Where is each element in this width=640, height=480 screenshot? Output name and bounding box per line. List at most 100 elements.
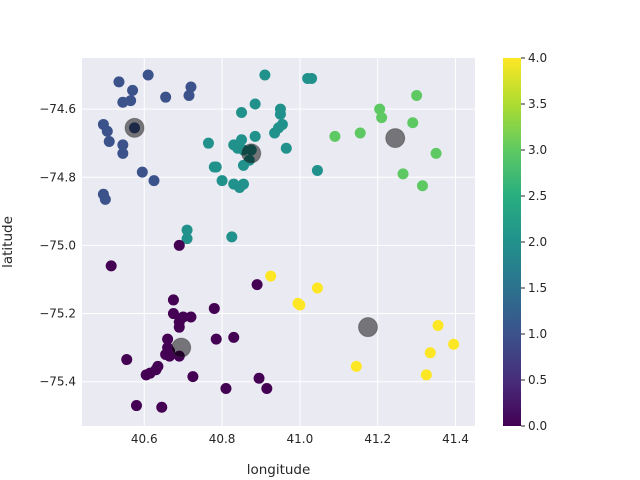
data-point — [202, 137, 214, 149]
y-tick-label: −75.0 — [39, 238, 76, 252]
x-tick-label: 41.2 — [364, 432, 391, 446]
data-point — [105, 260, 117, 272]
x-tick-label: 41.4 — [442, 432, 469, 446]
data-point — [167, 294, 179, 306]
colorbar-tick-label: 0.5 — [528, 373, 547, 387]
x-tick-label: 40.6 — [131, 432, 158, 446]
data-point — [416, 180, 428, 192]
data-point — [234, 181, 246, 193]
data-point — [306, 72, 318, 84]
data-point — [265, 270, 277, 282]
data-point — [101, 125, 113, 137]
data-point — [99, 193, 111, 205]
data-point — [259, 69, 271, 81]
data-point — [103, 135, 115, 147]
data-point — [253, 372, 265, 384]
y-axis-ticks: −74.6 −74.8 −75.0 −75.2 −75.4 — [39, 102, 76, 389]
cluster-center — [357, 317, 378, 338]
data-point — [127, 84, 139, 96]
data-point — [130, 400, 142, 412]
data-point — [311, 164, 323, 176]
data-point — [210, 333, 222, 345]
data-point — [430, 147, 442, 159]
cluster-center — [385, 128, 406, 149]
data-point — [142, 69, 154, 81]
colorbar-tick-label: 0.0 — [528, 419, 547, 433]
data-point — [397, 168, 409, 180]
data-point — [208, 302, 220, 314]
data-point — [148, 175, 160, 187]
data-point — [236, 134, 248, 146]
data-point — [113, 76, 125, 88]
colorbar-tick-label: 2.0 — [528, 235, 547, 249]
colorbar-ticks: 0.0 0.5 1.0 1.5 2.0 2.5 3.0 3.5 4.0 — [521, 51, 547, 433]
data-point — [228, 331, 240, 343]
data-point — [280, 142, 292, 154]
data-point — [374, 103, 386, 115]
data-point — [167, 308, 179, 320]
x-tick-label: 41.0 — [287, 432, 314, 446]
data-point — [173, 321, 185, 333]
data-point — [156, 401, 168, 413]
data-point — [448, 338, 460, 350]
data-point — [350, 360, 362, 372]
data-point — [117, 96, 129, 108]
data-point — [269, 127, 281, 139]
y-tick-label: −75.2 — [39, 307, 76, 321]
y-tick-label: −74.6 — [39, 102, 76, 116]
colorbar-tick-label: 1.0 — [528, 327, 547, 341]
data-point — [185, 311, 197, 323]
data-point — [411, 89, 423, 101]
data-point — [220, 383, 232, 395]
data-point — [187, 371, 199, 383]
data-point — [117, 147, 129, 159]
colorbar-tick-label: 3.5 — [528, 97, 547, 111]
cluster-center — [241, 143, 262, 164]
data-point — [216, 175, 228, 187]
data-point — [164, 350, 176, 362]
data-point — [136, 166, 148, 178]
data-point — [236, 107, 248, 119]
data-point — [274, 108, 286, 120]
data-point — [251, 279, 263, 291]
data-point — [140, 369, 152, 381]
colorbar-tick-label: 2.5 — [528, 189, 547, 203]
data-point — [311, 282, 323, 294]
data-point — [173, 239, 185, 251]
data-point — [261, 383, 273, 395]
data-point — [424, 347, 436, 359]
data-point — [185, 81, 197, 93]
data-point — [329, 130, 341, 142]
data-point — [294, 299, 306, 311]
data-point — [237, 159, 249, 171]
data-point — [181, 233, 193, 245]
colorbar-tick-label: 4.0 — [528, 51, 547, 65]
data-point — [181, 224, 193, 236]
data-point — [376, 112, 388, 124]
y-tick-label: −75.4 — [39, 375, 76, 389]
data-point — [162, 333, 174, 345]
data-points — [97, 69, 460, 413]
x-axis-title: longitude — [247, 462, 311, 478]
data-point — [249, 98, 261, 110]
cluster-center — [124, 117, 145, 138]
colorbar — [503, 58, 521, 426]
data-point — [407, 117, 419, 129]
cluster-center — [171, 337, 192, 358]
data-point — [432, 319, 444, 331]
x-axis-ticks: 40.6 40.8 41.0 41.2 41.4 — [131, 432, 469, 446]
cluster-centers — [124, 117, 406, 358]
data-point — [183, 89, 195, 101]
data-point — [208, 161, 220, 173]
data-point — [121, 354, 133, 366]
y-axis-title: latitude — [0, 216, 16, 268]
data-point — [354, 127, 366, 139]
colorbar-tick-label: 1.5 — [528, 281, 547, 295]
data-point — [117, 139, 129, 151]
x-tick-label: 40.8 — [209, 432, 236, 446]
data-point — [226, 231, 238, 243]
data-point — [160, 91, 172, 103]
data-point — [249, 130, 261, 142]
colorbar-tick-label: 3.0 — [528, 143, 547, 157]
